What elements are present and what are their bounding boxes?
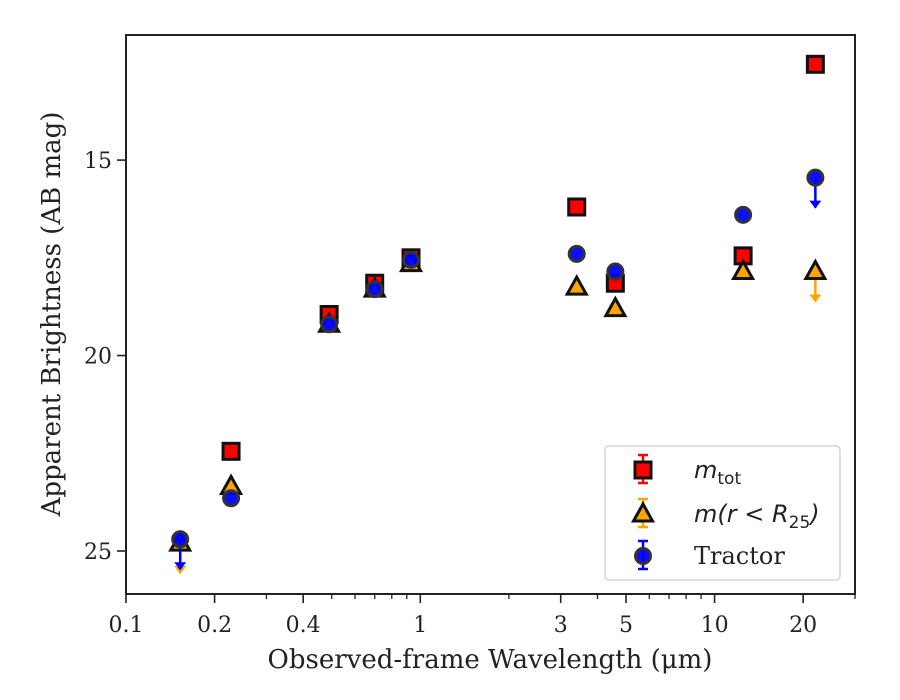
y-tick-label: 20 — [84, 345, 112, 370]
data-point — [603, 295, 628, 318]
data-layer — [168, 54, 828, 575]
data-point — [606, 262, 625, 281]
data-point — [365, 280, 384, 299]
legend-label: mtot — [694, 456, 741, 489]
data-point — [731, 258, 756, 280]
plot-frame — [125, 34, 856, 595]
y-tick-label: 15 — [84, 149, 112, 174]
series-square — [221, 54, 825, 461]
upper-limit-arrow-head — [809, 200, 822, 209]
x-tick-label: 3 — [554, 613, 568, 638]
axis-ticks: 0.1 0.2 0.4 1 3 5 10 20 15 20 25 — [84, 149, 856, 638]
x-tick-label: 1 — [413, 613, 427, 638]
x-tick-label: 0.4 — [286, 613, 321, 638]
data-point — [402, 250, 421, 269]
series-circle — [171, 168, 825, 571]
data-point — [567, 197, 587, 217]
legend-label: m(r < R25) — [694, 500, 820, 533]
data-point — [221, 441, 241, 461]
upper-limit-arrow-head — [809, 294, 822, 303]
data-point — [806, 168, 825, 187]
y-axis-title: Apparent Brightness (AB mag) — [37, 112, 67, 518]
x-axis-title: Observed-frame Wavelength (μm) — [268, 645, 713, 675]
legend-box — [604, 445, 841, 581]
legend-marker — [630, 500, 656, 523]
data-point — [171, 530, 190, 549]
x-tick-label: 0.2 — [197, 613, 232, 638]
data-point — [564, 274, 589, 296]
legend-marker — [633, 460, 653, 480]
legend: mtot m(r < R25) Tractor — [604, 445, 841, 581]
legend-marker — [634, 547, 652, 565]
data-point — [734, 205, 753, 224]
legend-label: Tractor — [694, 542, 785, 570]
data-point — [567, 244, 586, 263]
data-point — [222, 489, 241, 508]
x-tick-label: 20 — [789, 613, 817, 638]
upper-limit-arrow-head — [174, 562, 187, 571]
data-point — [803, 258, 828, 280]
data-point — [320, 315, 339, 334]
data-point — [805, 54, 825, 74]
x-tick-label: 0.1 — [109, 613, 144, 638]
x-tick-label: 5 — [619, 613, 633, 638]
x-tick-label: 10 — [701, 613, 729, 638]
y-tick-label: 25 — [84, 540, 112, 565]
